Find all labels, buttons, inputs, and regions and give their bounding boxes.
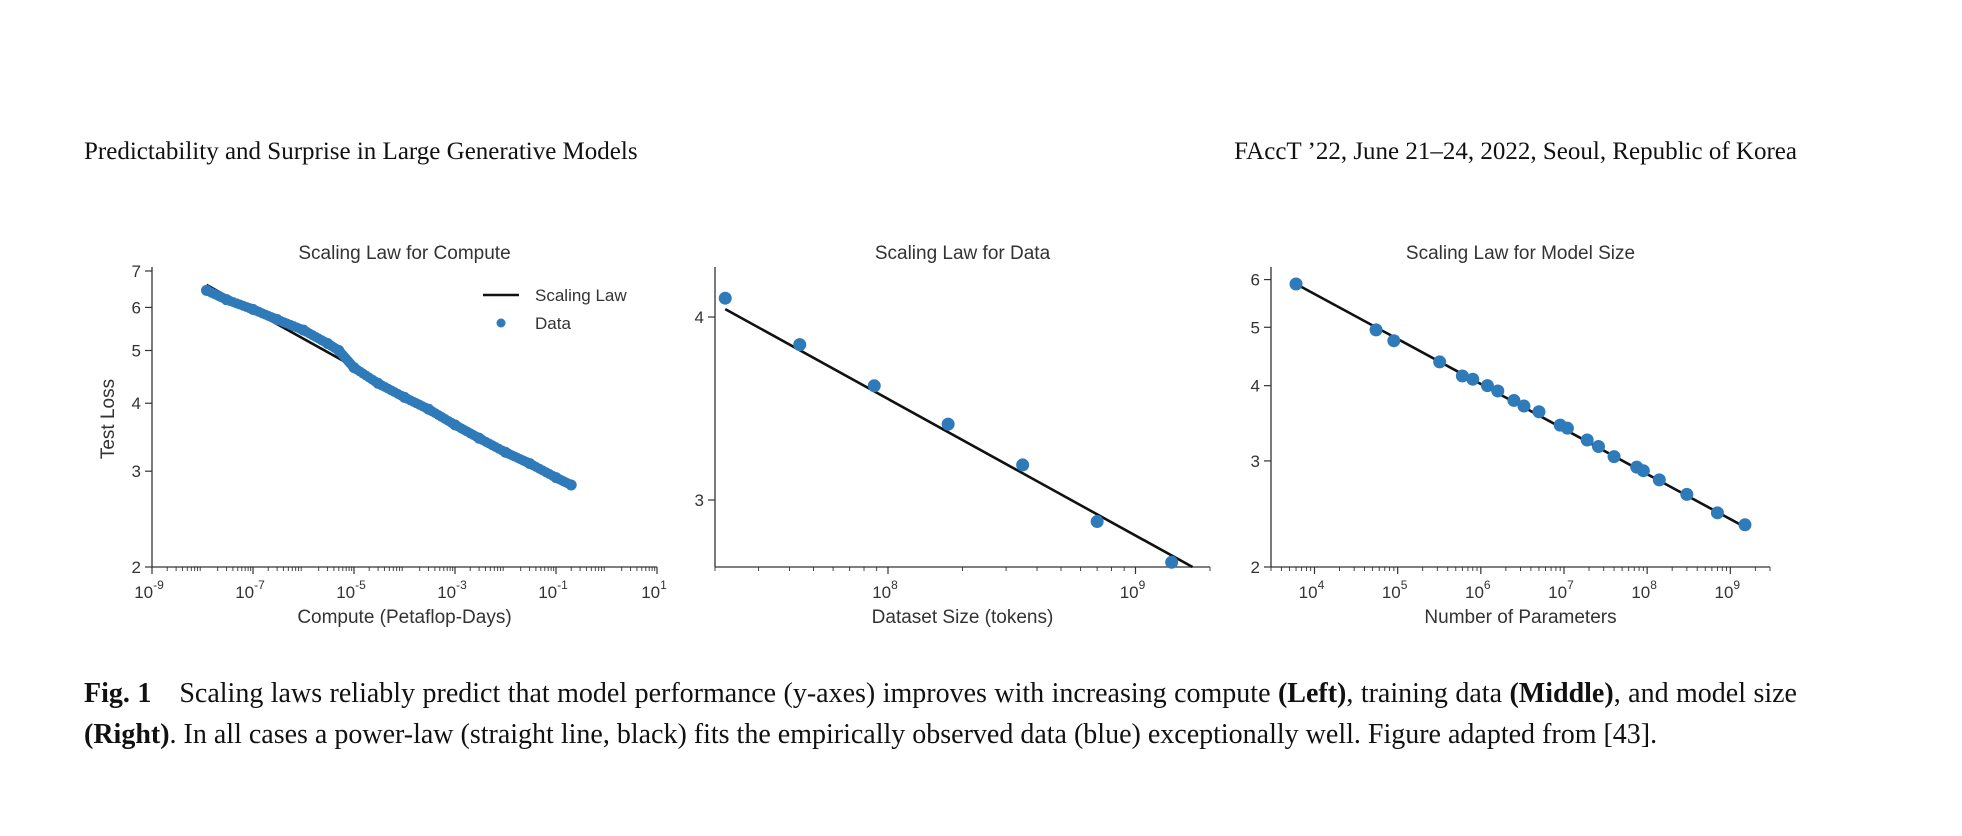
data-point <box>1636 464 1650 478</box>
data-point <box>1369 323 1383 337</box>
y-tick-label: 2 <box>132 558 141 577</box>
chart-title: Scaling Law for Model Size <box>1406 243 1635 264</box>
x-tick-label: 101 <box>641 578 667 602</box>
data-point <box>1517 399 1531 413</box>
x-tick-label: 10-5 <box>336 578 366 602</box>
data-point <box>793 338 807 352</box>
caption-left-ref: (Left) <box>1277 678 1347 709</box>
scaling-laws-figure: Scaling Law for Compute 2 3 4 5 6 7 10-9 10-7 10-… <box>98 243 1771 628</box>
y-tick-label: 4 <box>1251 377 1260 396</box>
data-point <box>1738 518 1752 532</box>
x-tick-label: 108 <box>1631 578 1657 602</box>
data-point <box>1466 372 1480 386</box>
running-header: Predictability and Surprise in Large Gen… <box>84 138 1797 178</box>
data-point <box>867 379 881 393</box>
x-axis-label: Compute (Petaflop-Days) <box>297 607 511 628</box>
data-point <box>1387 334 1401 348</box>
chart-panel-1: Scaling Law for Compute 2 3 4 5 6 7 10-9 10-7 10-… <box>98 243 667 628</box>
data-point <box>1433 355 1447 369</box>
x-tick-label: 107 <box>1548 578 1574 602</box>
chart-panel-3: Scaling Law for Model Size 2 3 4 5 6 104 105 106… <box>1251 243 1771 628</box>
data-point <box>1491 384 1505 398</box>
y-tick-label: 5 <box>132 342 141 361</box>
caption-text-3: , and model size <box>1613 678 1797 709</box>
y-tick-label: 3 <box>1251 452 1260 471</box>
x-tick-label: 105 <box>1382 578 1408 602</box>
y-tick-label: 7 <box>132 262 141 281</box>
y-tick-label: 5 <box>1251 318 1260 337</box>
data-point <box>1532 405 1546 419</box>
data-point <box>1710 506 1724 520</box>
data-point <box>1607 450 1621 464</box>
data-point <box>1560 421 1574 435</box>
data-point <box>564 479 575 490</box>
y-tick-label: 4 <box>695 308 704 327</box>
data-point <box>1580 433 1594 447</box>
x-tick-label: 10-3 <box>437 578 467 602</box>
x-tick-label: 109 <box>1715 578 1741 602</box>
x-tick-label: 10-9 <box>134 578 164 602</box>
legend-dot-swatch <box>496 318 506 328</box>
data-point <box>1090 515 1104 529</box>
y-tick-label: 2 <box>1251 558 1260 577</box>
data-point <box>1289 277 1303 291</box>
figure-caption: Fig. 1 Scaling laws reliably predict that… <box>84 673 1797 755</box>
caption-right-ref: (Right) <box>84 719 170 750</box>
x-tick-label: 108 <box>872 578 898 602</box>
legend-label-data: Data <box>535 314 571 333</box>
y-tick-label: 6 <box>1251 271 1260 290</box>
data-point <box>1680 487 1694 501</box>
y-axis-label: Test Loss <box>98 379 119 459</box>
data-point <box>1652 473 1666 487</box>
x-axis-label: Number of Parameters <box>1424 607 1616 628</box>
scaling-law-line <box>724 307 1194 569</box>
caption-text-4: . In all cases a power-law (straight lin… <box>169 719 1658 750</box>
x-tick-label: 10-7 <box>235 578 265 602</box>
data-point <box>1455 369 1469 383</box>
x-axis-label: Dataset Size (tokens) <box>872 607 1054 628</box>
legend-label-scaling-law: Scaling Law <box>535 286 627 305</box>
y-tick-label: 3 <box>132 462 141 481</box>
x-tick-label: 106 <box>1465 578 1491 602</box>
conference-info: FAccT ’22, June 21–24, 2022, Seoul, Repu… <box>1234 138 1797 165</box>
x-tick-label: 109 <box>1120 578 1146 602</box>
caption-label: Fig. 1 <box>84 678 152 709</box>
caption-text-1: Scaling laws reliably predict that model… <box>179 678 1278 709</box>
x-tick-label: 10-1 <box>538 578 568 602</box>
data-point <box>941 417 955 431</box>
data-point <box>1591 440 1605 454</box>
chart-title: Scaling Law for Compute <box>298 243 510 264</box>
paper-title: Predictability and Surprise in Large Gen… <box>84 138 638 165</box>
data-point <box>1165 555 1179 569</box>
y-tick-label: 4 <box>132 394 141 413</box>
x-tick-label: 104 <box>1299 578 1325 602</box>
y-tick-label: 3 <box>695 491 704 510</box>
chart-panel-2: Scaling Law for Data 3 4 108 109 Dataset Size… <box>695 243 1211 628</box>
data-point <box>718 291 732 305</box>
data-point <box>1016 458 1030 472</box>
y-tick-label: 6 <box>132 298 141 317</box>
caption-middle-ref: (Middle) <box>1509 678 1614 709</box>
data-point <box>1507 393 1521 407</box>
data-point <box>1480 379 1494 393</box>
chart-title: Scaling Law for Data <box>875 243 1051 264</box>
caption-text-2: , training data <box>1346 678 1510 709</box>
